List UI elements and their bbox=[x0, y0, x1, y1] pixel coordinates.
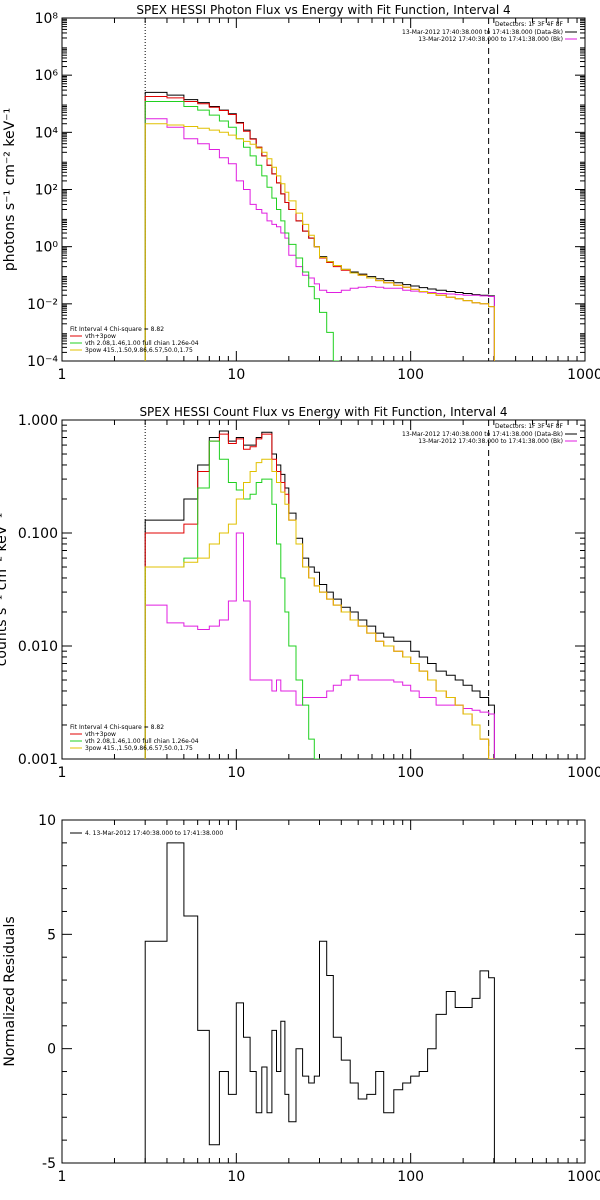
y-tick-label: 10² bbox=[35, 183, 58, 199]
series-group bbox=[144, 91, 495, 361]
legend-detectors: Detectors: 1F 3F 4F 8F bbox=[495, 423, 564, 430]
legend-entry-text: 13-Mar-2012 17:40:38.000 to 17:41:38.000… bbox=[402, 29, 563, 36]
legend-entry-text: vth+3pow bbox=[85, 731, 116, 738]
x-tick-label: 1000 bbox=[567, 765, 600, 781]
series-line bbox=[144, 458, 495, 759]
series-line bbox=[144, 91, 495, 361]
chart-title: SPEX HESSI Photon Flux vs Energy with Fi… bbox=[136, 3, 510, 17]
y-tick-label: 10⁻⁴ bbox=[27, 354, 58, 370]
series-group bbox=[144, 842, 495, 1163]
legend-entry-text: vth 2.08,1.46,1.00 full chian 1.26e-04 bbox=[85, 340, 199, 347]
y-tick-label: 10⁸ bbox=[35, 11, 59, 27]
series-line bbox=[144, 101, 340, 361]
legend-detectors: Detectors: 1F 3F 4F 8F bbox=[495, 21, 564, 28]
x-tick-label: 100 bbox=[397, 1169, 424, 1185]
x-tick-label: 1000 bbox=[567, 1169, 600, 1185]
chart-title: SPEX HESSI Count Flux vs Energy with Fit… bbox=[139, 405, 507, 419]
legend-entry-text: 13-Mar-2012 17:40:38.000 to 17:41:38.000… bbox=[418, 438, 563, 445]
y-tick-label: 10⁶ bbox=[35, 68, 59, 84]
y-tick-label: 10⁰ bbox=[35, 240, 59, 256]
series-line bbox=[144, 433, 495, 759]
x-tick-label: 10 bbox=[227, 765, 245, 781]
plot-frame bbox=[61, 419, 586, 760]
legend-entry-text: 4. 13-Mar-2012 17:40:38.000 to 17:41:38.… bbox=[85, 830, 223, 837]
legend-entry-text: vth 2.08,1.46,1.00 full chian 1.26e-04 bbox=[85, 738, 199, 745]
series-line bbox=[144, 430, 495, 759]
x-tick-label: 1000 bbox=[567, 367, 600, 383]
series-line bbox=[144, 440, 321, 759]
y-axis-label: Normalized Residuals bbox=[2, 916, 18, 1066]
x-tick-label: 10 bbox=[227, 1169, 245, 1185]
series-group bbox=[144, 430, 495, 759]
y-tick-label: 0.010 bbox=[18, 639, 58, 655]
x-tick-label: 1 bbox=[58, 1169, 67, 1185]
legend-entry-text: 3pow 415.,1.50,9.86,6.57,50.0,1.75 bbox=[85, 745, 193, 752]
chart-panel-2: SPEX HESSI Count Flux vs Energy with Fit… bbox=[0, 405, 600, 781]
chart-panel-3: 1 10 100 1000 -5 0 5 10 Normalized Residuals 4. 1… bbox=[2, 813, 600, 1185]
series-line bbox=[144, 118, 495, 361]
legend-entry-text: 13-Mar-2012 17:40:38.000 to 17:41:38.000… bbox=[402, 431, 563, 438]
series-line bbox=[144, 123, 495, 361]
y-axis-label: photons s⁻¹ cm⁻² keV⁻¹ bbox=[2, 108, 18, 271]
plot-frame bbox=[61, 17, 586, 362]
legend-fit-header: Fit Interval 4 Chi-square = 8.82 bbox=[70, 326, 164, 333]
x-tick-label: 1 bbox=[58, 765, 67, 781]
x-tick-label: 1 bbox=[58, 367, 67, 383]
y-axis-label: counts s⁻¹ cm⁻² keV⁻¹ bbox=[0, 513, 10, 667]
y-tick-label: 10 bbox=[38, 813, 56, 829]
y-tick-label: 10⁻² bbox=[27, 297, 58, 313]
y-tick-label: 1.000 bbox=[18, 413, 58, 429]
x-tick-label: 100 bbox=[397, 367, 424, 383]
legend-entry-text: vth+3pow bbox=[85, 333, 116, 340]
legend-entry-text: 13-Mar-2012 17:40:38.000 to 17:41:38.000… bbox=[418, 36, 563, 43]
y-tick-label: 0 bbox=[47, 1042, 56, 1058]
x-tick-label: 10 bbox=[227, 367, 245, 383]
series-line bbox=[144, 532, 495, 759]
x-tick-label: 100 bbox=[397, 765, 424, 781]
y-tick-label: 5 bbox=[47, 927, 56, 943]
y-tick-label: 0.100 bbox=[18, 526, 58, 542]
series-line bbox=[144, 842, 495, 1163]
series-line bbox=[144, 96, 495, 361]
legend-entry-text: 3pow 415.,1.50,9.86,6.57,50.0,1.75 bbox=[85, 347, 193, 354]
chart-panel-1: SPEX HESSI Photon Flux vs Energy with Fi… bbox=[2, 3, 600, 383]
plot-frame bbox=[61, 819, 586, 1164]
y-tick-label: 10⁴ bbox=[35, 125, 59, 141]
legend-fit-header: Fit Interval 4 Chi-square = 8.82 bbox=[70, 724, 164, 731]
y-tick-label: -5 bbox=[42, 1156, 56, 1172]
y-tick-label: 0.001 bbox=[18, 752, 58, 768]
